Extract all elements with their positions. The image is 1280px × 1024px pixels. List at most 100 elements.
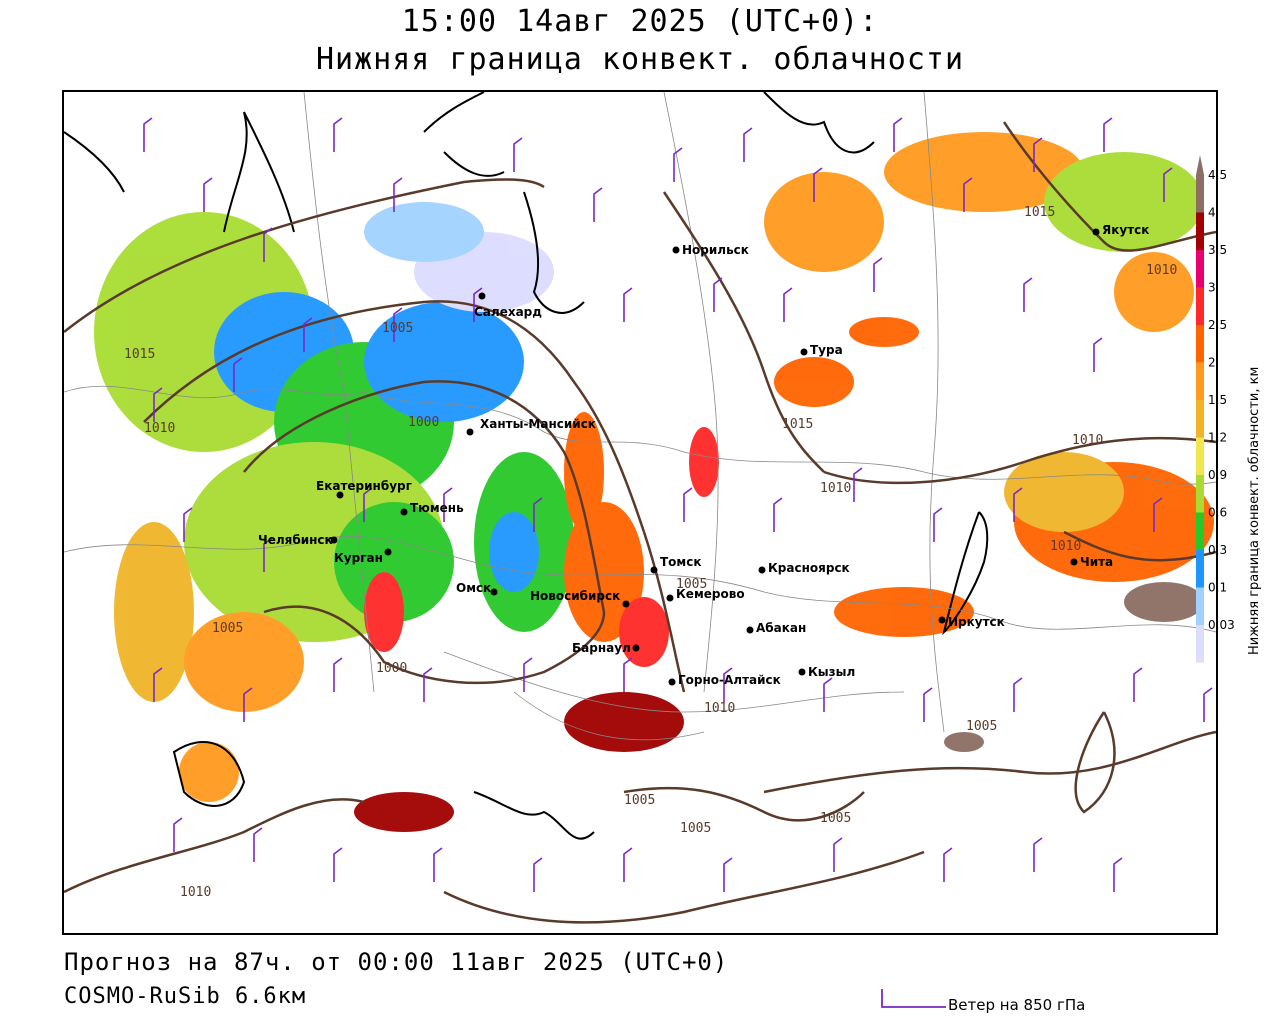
city-novosibirsk: Новосибирск xyxy=(530,589,630,608)
city-salekhard: Салехард xyxy=(474,292,542,319)
svg-text:Тюмень: Тюмень xyxy=(410,501,464,515)
isobars xyxy=(64,121,1216,924)
legend-tick-label: 0.3 xyxy=(1208,543,1227,557)
legend-tick-label: 4 xyxy=(1208,206,1216,220)
legend-tick-label: 0.6 xyxy=(1208,506,1227,520)
svg-text:Норильск: Норильск xyxy=(682,243,749,257)
map-title: 15:00 14авг 2025 (UTC+0): xyxy=(401,4,879,39)
isobar-label: 1010 xyxy=(1050,539,1081,554)
legend-color-swatch xyxy=(1196,212,1204,250)
wind-barb-icon xyxy=(881,989,946,1008)
svg-text:Кемерово: Кемерово xyxy=(676,587,745,601)
legend-tick-label: 0.03 xyxy=(1208,618,1235,632)
coastlines xyxy=(64,92,989,840)
legend-color-swatch xyxy=(1196,512,1204,550)
isobar-label: 1005 xyxy=(624,793,655,808)
legend-color-swatch xyxy=(1196,362,1204,400)
city-abakan: Абакан xyxy=(746,621,806,635)
legend-tick-label: 0.9 xyxy=(1208,468,1227,482)
legend-arrow-icon xyxy=(1196,155,1204,175)
svg-text:Якутск: Якутск xyxy=(1102,223,1149,237)
city-tura: Тура xyxy=(800,343,843,357)
wind-barbs xyxy=(143,117,1213,892)
map-subtitle: Нижняя граница конвект. облачности xyxy=(315,42,965,77)
svg-text:Екатеринбург: Екатеринбург xyxy=(316,479,412,493)
city-khanty-mansiysk: Ханты-Мансийск xyxy=(466,417,596,436)
isobar-label: 1010 xyxy=(1146,263,1177,278)
legend-tick-label: 4.5 xyxy=(1208,168,1227,182)
isobar-label: 1015 xyxy=(1024,205,1055,220)
svg-text:Чита: Чита xyxy=(1080,555,1113,569)
svg-text:Салехард: Салехард xyxy=(474,305,542,319)
svg-text:Ханты-Мансийск: Ханты-Мансийск xyxy=(480,417,596,431)
city-tyumen: Тюмень xyxy=(400,501,464,516)
city-yekaterinburg: Екатеринбург xyxy=(316,479,412,499)
legend-ticks: 4.5 4 3.5 3 2.5 2 1.5 1.2 0.9 0.6 0.3 0.1 0.03 xyxy=(1208,168,1235,632)
isobar-label: 1010 xyxy=(180,885,211,900)
wind-legend-label: Ветер на 850 гПа xyxy=(948,996,1086,1014)
isobar-label: 1000 xyxy=(408,415,439,430)
svg-text:Челябинск: Челябинск xyxy=(258,533,333,547)
isobar-label: 1000 xyxy=(376,661,407,676)
legend-tick-label: 2 xyxy=(1208,356,1216,370)
city-irkutsk: Иркутск xyxy=(938,615,1005,629)
legend-color-swatch xyxy=(1196,437,1204,475)
wind-legend xyxy=(881,989,946,1008)
isobar-labels: 1015 1010 1005 1000 1015 1010 1010 1015 … xyxy=(124,205,1177,900)
isobar-label: 1005 xyxy=(820,811,851,826)
city-norilsk: Норильск xyxy=(672,243,749,257)
isobar-label: 1010 xyxy=(820,481,851,496)
svg-text:Омск: Омск xyxy=(456,581,491,595)
city-kurgan: Курган xyxy=(334,548,392,565)
cloud-field xyxy=(94,132,1214,832)
city-chelyabinsk: Челябинск xyxy=(258,533,338,547)
svg-text:Иркутск: Иркутск xyxy=(948,615,1005,629)
city-omsk: Омск xyxy=(456,581,498,596)
isobar-label: 1010 xyxy=(704,701,735,716)
legend-color-swatch xyxy=(1196,325,1204,363)
city-gorno-altaysk: Горно-Алтайск xyxy=(668,673,781,687)
svg-text:Томск: Томск xyxy=(660,555,702,569)
legend-color-swatch xyxy=(1196,550,1204,588)
legend-title: Нижняя граница конвект. облачности, км xyxy=(1247,367,1262,655)
legend-color-swatch xyxy=(1196,475,1204,513)
svg-text:Новосибирск: Новосибирск xyxy=(530,589,620,603)
svg-text:Горно-Алтайск: Горно-Алтайск xyxy=(678,673,781,687)
cities: Норильск Якутск Салехард Тура Ханты-Манс… xyxy=(258,223,1149,687)
legend-color-swatch xyxy=(1196,287,1204,325)
forecast-map[interactable]: 1015 1010 1005 1000 1015 1010 1010 1015 … xyxy=(62,90,1218,935)
legend-tick-label: 3 xyxy=(1208,281,1216,295)
city-yakutsk: Якутск xyxy=(1092,223,1149,237)
legend-color-swatch xyxy=(1196,587,1204,625)
legend-color-swatch xyxy=(1196,175,1204,213)
city-tomsk: Томск xyxy=(650,555,702,574)
legend-color-swatch xyxy=(1196,400,1204,438)
city-kemerovo: Кемерово xyxy=(666,587,745,602)
legend-tick-label: 3.5 xyxy=(1208,243,1227,257)
isobar-label: 1010 xyxy=(1072,433,1103,448)
city-barnaul: Барнаул xyxy=(572,641,640,655)
legend-color-swatch xyxy=(1196,625,1204,663)
legend-tick-label: 1.5 xyxy=(1208,393,1227,407)
forecast-info: Прогноз на 87ч. от 00:00 11авг 2025 (UTC… xyxy=(64,948,729,976)
legend-tick-label: 1.2 xyxy=(1208,431,1227,445)
svg-text:Тура: Тура xyxy=(810,343,843,357)
svg-text:Кызыл: Кызыл xyxy=(808,665,855,679)
svg-text:Барнаул: Барнаул xyxy=(572,641,631,655)
city-kyzyl: Кызыл xyxy=(798,665,855,679)
legend-color-swatch xyxy=(1196,250,1204,288)
isobar-label: 1005 xyxy=(966,719,997,734)
isobar-label: 1005 xyxy=(212,621,243,636)
svg-text:Курган: Курган xyxy=(334,551,383,565)
legend-tick-label: 2.5 xyxy=(1208,318,1227,332)
svg-text:Красноярск: Красноярск xyxy=(768,561,850,575)
svg-text:Абакан: Абакан xyxy=(756,621,806,635)
legend-tick-label: 0.1 xyxy=(1208,581,1227,595)
legend-bars xyxy=(1196,175,1204,663)
city-chita: Чита xyxy=(1070,555,1113,569)
color-scale-legend: 4.5 4 3.5 3 2.5 2 1.5 1.2 0.9 0.6 0.3 0.1 0.03 Нижня… xyxy=(1196,155,1280,665)
isobar-label: 1005 xyxy=(676,577,707,592)
isobar-label: 1005 xyxy=(680,821,711,836)
isobar-label: 1010 xyxy=(144,421,175,436)
model-name: COSMO-RuSib 6.6км xyxy=(64,984,307,1009)
